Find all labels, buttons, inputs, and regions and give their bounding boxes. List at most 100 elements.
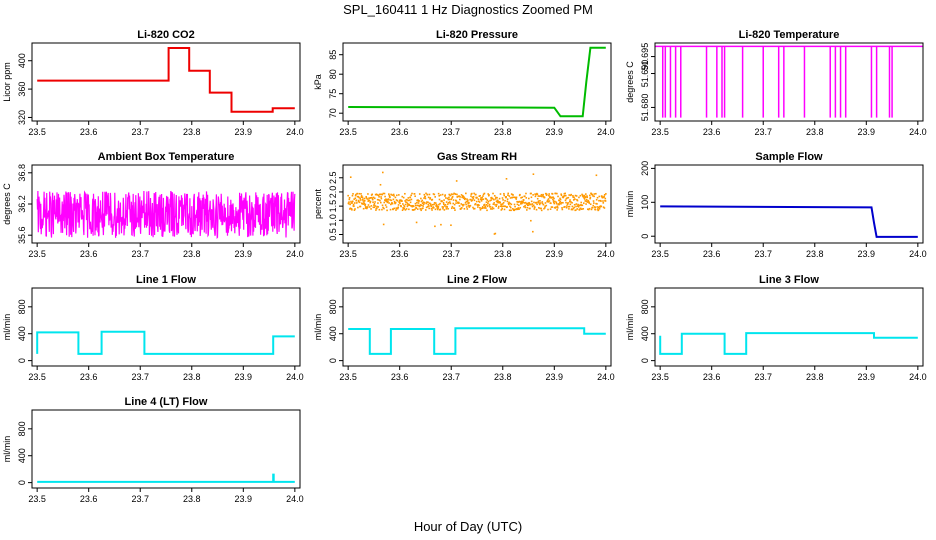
series-point <box>512 196 515 199</box>
x-tick-label: 23.9 <box>235 494 253 504</box>
series-point <box>412 209 414 211</box>
series-point <box>462 195 465 198</box>
series-point <box>425 202 428 205</box>
x-tick-label: 23.7 <box>131 372 149 382</box>
series-point <box>551 193 554 195</box>
plot-area <box>660 205 918 238</box>
series-point <box>375 193 378 196</box>
series-point <box>364 207 367 209</box>
x-tick-label: 23.5 <box>651 372 669 382</box>
series-point <box>517 207 520 209</box>
series-point <box>356 192 359 195</box>
series-point <box>471 196 474 199</box>
series-point <box>373 197 376 200</box>
series-point <box>460 203 463 205</box>
series-point <box>439 208 442 211</box>
series-point <box>454 209 456 211</box>
series-point <box>428 205 430 207</box>
series-point <box>448 201 451 203</box>
series-point <box>475 193 477 196</box>
x-tick-label: 23.7 <box>442 372 460 382</box>
series-point <box>567 201 569 204</box>
series-point <box>541 202 544 205</box>
series-point <box>369 201 372 204</box>
series-point <box>403 205 406 208</box>
x-tick-label: 23.8 <box>494 127 512 137</box>
series-point <box>386 209 388 212</box>
series-point <box>368 206 371 208</box>
series-point <box>361 203 363 205</box>
y-tick-label: 0 <box>17 480 27 485</box>
series-point <box>408 204 411 207</box>
series-point <box>463 196 465 199</box>
series-point <box>407 199 410 202</box>
series-point <box>592 204 595 207</box>
series-point <box>403 204 405 207</box>
x-tick-label: 23.8 <box>183 372 201 382</box>
series-point <box>480 207 483 210</box>
panel-3: Li-820 Temperature degrees C 23.5 23.6 23.7 2… <box>625 29 927 137</box>
series-point <box>371 198 374 200</box>
series-point <box>576 208 579 210</box>
x-tick-label: 23.7 <box>131 127 149 137</box>
series-point <box>601 195 603 197</box>
series-point <box>503 208 506 211</box>
series-point <box>453 207 456 210</box>
series-point <box>418 204 420 207</box>
series-point <box>451 197 453 199</box>
x-tick-label: 23.5 <box>339 372 357 382</box>
series-point <box>415 207 418 209</box>
y-tick-label: 2.5 <box>328 172 338 185</box>
series-point <box>477 203 479 206</box>
series-point <box>568 205 571 208</box>
series-point <box>556 207 559 209</box>
y-tick-label: 0 <box>640 358 650 363</box>
series-point <box>494 198 497 200</box>
y-axis-label: ml/min <box>313 314 323 341</box>
series-point <box>359 199 362 201</box>
series-point <box>374 205 377 207</box>
series-point <box>564 205 566 208</box>
series-point <box>515 198 518 200</box>
series-point <box>347 202 350 205</box>
series-point <box>414 208 416 211</box>
series-point <box>522 201 524 204</box>
y-tick-label: 800 <box>328 299 338 314</box>
series-point <box>485 201 488 203</box>
series-point <box>468 205 471 208</box>
x-tick-label: 23.7 <box>754 249 772 259</box>
series-point <box>557 195 559 198</box>
series-point <box>518 204 520 207</box>
series-point <box>483 207 485 209</box>
series-point <box>530 200 533 203</box>
plot-frame <box>654 164 924 244</box>
series-point <box>459 198 461 201</box>
y-tick-label: 51.690 <box>640 60 650 88</box>
series-point <box>360 195 363 197</box>
series-point <box>426 201 428 203</box>
series-point <box>360 193 362 195</box>
series-point <box>397 204 400 206</box>
series-point <box>510 193 513 195</box>
series-point <box>441 193 444 196</box>
series-point <box>390 203 392 206</box>
series-point <box>381 193 384 196</box>
series-point <box>402 206 404 209</box>
x-tick-label: 23.6 <box>80 249 98 259</box>
series-point <box>534 195 537 198</box>
series-point <box>360 196 363 198</box>
series-point <box>367 200 369 202</box>
series-point <box>590 192 593 195</box>
series-point <box>461 203 464 206</box>
series-point <box>574 209 577 211</box>
series-point <box>451 207 453 210</box>
series-point <box>437 206 440 208</box>
series-point <box>424 197 427 200</box>
series-point <box>515 196 518 199</box>
series-line <box>36 190 296 240</box>
series-point <box>446 203 449 205</box>
series-point <box>535 193 537 196</box>
panel-title: Sample Flow <box>755 151 823 163</box>
series-point <box>493 233 496 235</box>
series-point <box>439 194 442 196</box>
